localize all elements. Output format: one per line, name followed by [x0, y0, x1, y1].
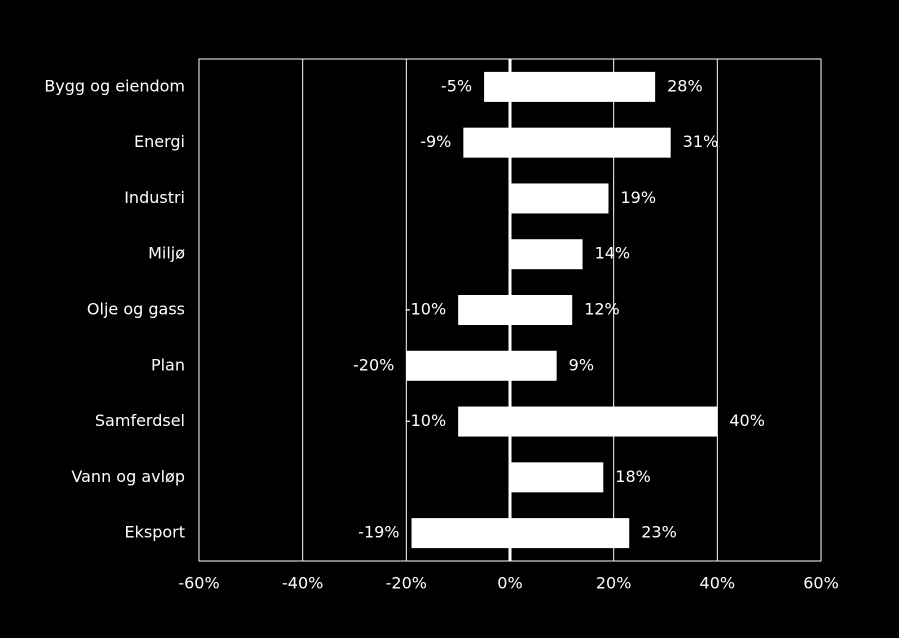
x-tick-label: -20% [386, 574, 427, 593]
bar [458, 295, 510, 325]
x-tick-label: 60% [803, 574, 839, 593]
value-label: -10% [405, 411, 446, 430]
value-label: 40% [729, 411, 765, 430]
bar [411, 518, 510, 549]
value-label: 31% [683, 132, 719, 151]
x-tick-label: 0% [497, 574, 522, 593]
bar [510, 127, 671, 158]
value-label: -10% [405, 300, 446, 319]
value-label: 28% [667, 76, 703, 95]
value-label: 23% [641, 523, 677, 542]
bar [510, 462, 604, 493]
bar [510, 518, 630, 549]
bar [510, 71, 656, 102]
bar [484, 71, 510, 102]
x-tick-label: -60% [178, 574, 219, 593]
bar [406, 350, 510, 381]
value-label: 14% [595, 244, 631, 263]
bar [510, 183, 609, 214]
value-label: -20% [353, 355, 394, 374]
y-tick-label: Plan [151, 355, 185, 374]
y-tick-label: Eksport [124, 523, 185, 542]
x-tick-label: 20% [596, 574, 632, 593]
bar [510, 295, 573, 325]
value-label: -19% [358, 523, 399, 542]
value-label: -9% [420, 132, 451, 151]
y-tick-label: Olje og gass [87, 300, 185, 319]
bar [510, 406, 718, 437]
bar [458, 406, 510, 437]
y-tick-label: Samferdsel [95, 411, 185, 430]
x-tick-label: -40% [282, 574, 323, 593]
bar [510, 350, 557, 381]
value-label: 18% [615, 467, 651, 486]
y-tick-label: Bygg og eiendom [44, 76, 185, 95]
bar [510, 239, 583, 270]
value-label: -5% [441, 76, 472, 95]
value-label: 19% [620, 188, 656, 207]
y-tick-label: Miljø [148, 244, 185, 263]
value-label: 9% [569, 355, 594, 374]
value-label: 12% [584, 300, 620, 319]
y-tick-label: Vann og avløp [71, 467, 185, 486]
y-tick-label: Industri [124, 188, 185, 207]
x-tick-label: 40% [700, 574, 736, 593]
bar [463, 127, 510, 158]
y-tick-label: Energi [134, 132, 185, 151]
